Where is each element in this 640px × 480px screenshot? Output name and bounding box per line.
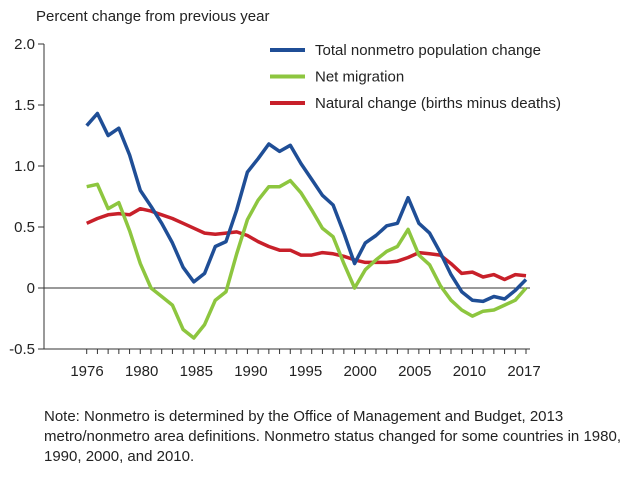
y-tick-label: 1.5 [14, 97, 35, 114]
x-tick-label: 1995 [289, 363, 322, 380]
x-tick-label: 1976 [70, 363, 103, 380]
x-tick-label: 2017 [507, 363, 540, 380]
y-tick-label: 2.0 [14, 36, 35, 53]
legend-label: Natural change (births minus deaths) [315, 95, 561, 112]
series-line-natural-change-births-minus-deaths [85, 206, 527, 282]
series-line-net-migration [86, 178, 528, 340]
y-axis-label: Percent change from previous year [36, 8, 270, 25]
y-tick-label: 0.5 [14, 219, 35, 236]
legend-label: Total nonmetro population change [315, 42, 541, 59]
y-tick-label: 1.0 [14, 158, 35, 175]
x-tick-label: 1980 [125, 363, 158, 380]
chart-note: Note: Nonmetro is determined by the Offi… [44, 408, 621, 465]
line-chart: 2.0 1.5 1.0 0.5 0 -0.5 1976 1980 1985 1990 1995 200… [9, 36, 561, 380]
y-tick-label: 0 [27, 280, 35, 297]
x-tick-label: 2000 [343, 363, 376, 380]
series-line-total-nonmetro-population-change [85, 111, 528, 304]
legend-label: Net migration [315, 69, 404, 86]
x-tick-label: 2005 [398, 363, 431, 380]
x-tick-label: 2010 [453, 363, 486, 380]
x-tick-label: 1990 [234, 363, 267, 380]
x-tick-label: 1985 [180, 363, 213, 380]
y-tick-label: -0.5 [9, 341, 35, 358]
